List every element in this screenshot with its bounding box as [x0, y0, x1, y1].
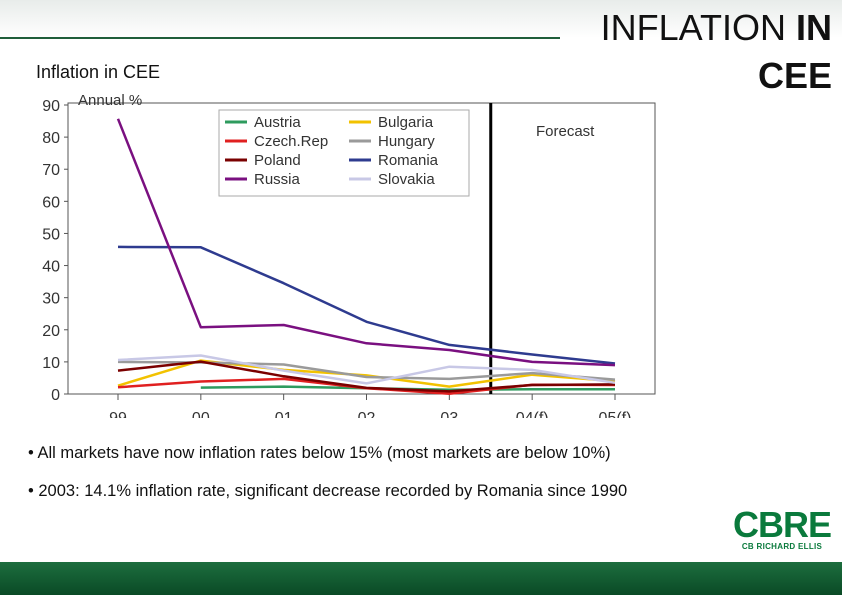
legend-label: Hungary	[378, 133, 435, 150]
chart-subtitle: Inflation in CEE	[36, 62, 161, 82]
legend-box	[218, 109, 470, 197]
x-tick-label: 01	[275, 410, 293, 418]
y-tick-label: 50	[42, 226, 60, 243]
x-tick-label: 05(f)	[599, 410, 632, 418]
series-line-czechrep	[117, 377, 616, 395]
legend-label: Austria	[254, 114, 301, 131]
y-tick-label: 90	[42, 98, 60, 115]
y-tick-label: 20	[42, 323, 60, 340]
footer-bar	[0, 562, 842, 595]
y-axis-label: Annual %	[78, 92, 142, 109]
series-line-poland	[117, 360, 616, 393]
y-tick-label: 70	[42, 162, 60, 179]
y-tick-label: 30	[42, 291, 60, 308]
inflation-line-chart: 0 10 20 30 40 50 60 70 80 90 Annual % 99 00 01 02 03 04(…	[42, 92, 656, 418]
series-line-russia	[116, 118, 616, 367]
y-tick-label: 0	[51, 387, 60, 404]
series-line-slovakia	[117, 354, 616, 385]
legend-label: Poland	[254, 152, 301, 169]
legend-label: Czech.Rep	[254, 133, 328, 150]
bullet-point-2: • 2003: 14.1% inflation rate, significan…	[28, 482, 628, 500]
legend-label: Russia	[254, 171, 301, 188]
slide-title: INFLATION IN CEE	[532, 4, 832, 100]
forecast-label: Forecast	[536, 123, 595, 140]
top-header-bar	[0, 0, 842, 38]
x-tick-label: 04(f)	[516, 410, 549, 418]
logo-subtext: CB RICHARD ELLIS	[741, 542, 823, 551]
y-tick-label: 10	[42, 355, 60, 372]
plot-frame	[67, 102, 656, 395]
x-tick-label: 03	[440, 410, 458, 418]
logo-wordmark: CBRE	[732, 504, 832, 545]
cbre-logo: CBRE CB RICHARD ELLIS	[726, 504, 838, 552]
y-tick-label: 80	[42, 130, 60, 147]
series-line-romania	[117, 245, 616, 365]
legend-label: Bulgaria	[378, 114, 434, 131]
bullet-point-1: • All markets have now inflation rates b…	[28, 444, 611, 462]
y-tick-label: 60	[42, 194, 60, 211]
y-tick-label: 40	[42, 259, 60, 276]
title-regular: INFLATION	[600, 7, 796, 48]
legend-label: Romania	[378, 152, 439, 169]
title-bold-in: IN	[796, 7, 832, 48]
title-bold-cee: CEE	[757, 55, 832, 96]
x-tick-label: 00	[192, 410, 210, 418]
header-divider	[0, 37, 560, 39]
x-tick-label: 02	[358, 410, 376, 418]
legend-label: Slovakia	[378, 171, 435, 188]
x-tick-label: 99	[109, 410, 127, 418]
